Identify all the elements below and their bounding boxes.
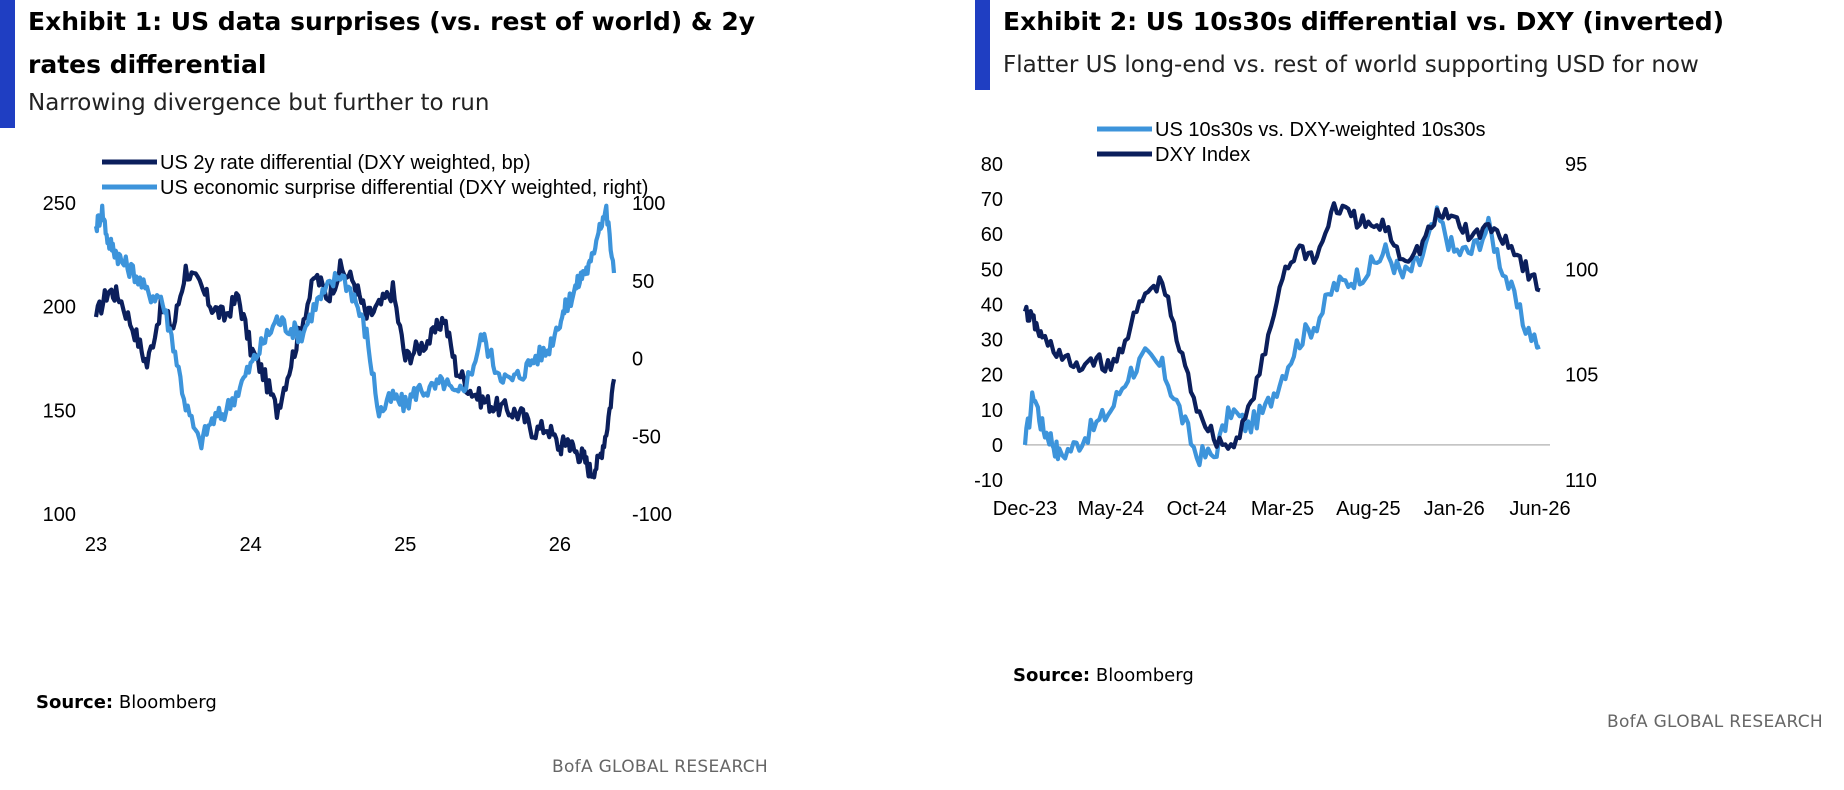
accent-bar bbox=[0, 0, 15, 128]
legend: US 2y rate differential (DXY weighted, b… bbox=[102, 152, 648, 199]
left-axis-tick-label: 250 bbox=[43, 193, 76, 215]
x-axis-tick-label: May-24 bbox=[1077, 498, 1144, 520]
axes: -10 0 10 20 30 40 50 60 70 80 95 100 105 110 Dec-23 May… bbox=[975, 154, 1598, 520]
legend-label: US economic surprise differential (DXY w… bbox=[160, 177, 648, 199]
source-label: Source: bbox=[36, 692, 114, 713]
brand-label: BofA GLOBAL RESEARCH bbox=[552, 757, 769, 777]
left-axis-tick-label: 200 bbox=[43, 297, 76, 319]
left-axis-tick-label: 80 bbox=[981, 154, 1003, 176]
x-axis-tick-label: 25 bbox=[394, 534, 416, 556]
source-note: Source: Bloomberg bbox=[1013, 665, 1194, 686]
chart-1: US 2y rate differential (DXY weighted, b… bbox=[43, 152, 672, 556]
series-line-1 bbox=[93, 258, 617, 480]
exhibit-title: Exhibit 1: US data surprises (vs. rest o… bbox=[28, 7, 756, 79]
right-axis-tick-label: 100 bbox=[632, 193, 665, 215]
x-axis-tick-label: 26 bbox=[549, 534, 571, 556]
left-axis-tick-label: 10 bbox=[981, 400, 1003, 422]
source-label: Source: bbox=[1013, 665, 1091, 686]
legend-label: DXY Index bbox=[1155, 144, 1250, 166]
series-line-2 bbox=[1022, 201, 1541, 451]
source-note: Source: Bloomberg bbox=[36, 692, 217, 713]
exhibit-subtitle: Narrowing divergence but further to run bbox=[28, 90, 490, 116]
left-axis-tick-label: 60 bbox=[981, 224, 1003, 246]
x-axis-tick-label: 23 bbox=[85, 534, 107, 556]
x-axis-tick-label: Dec-23 bbox=[993, 498, 1057, 520]
left-axis-tick-label: 70 bbox=[981, 189, 1003, 211]
x-axis-tick-label: Jan-26 bbox=[1424, 498, 1485, 520]
right-axis-tick-label: 50 bbox=[632, 271, 654, 293]
series-group bbox=[93, 203, 617, 480]
left-axis-tick-label: 30 bbox=[981, 330, 1003, 352]
legend-label: US 2y rate differential (DXY weighted, b… bbox=[160, 152, 531, 174]
right-axis-tick-label: 100 bbox=[1565, 259, 1598, 281]
right-axis-tick-label: 0 bbox=[632, 349, 643, 371]
left-axis-tick-label: -10 bbox=[975, 470, 1003, 492]
legend: US 10s30s vs. DXY-weighted 10s30s DXY Ind… bbox=[1097, 119, 1486, 166]
right-axis-tick-label: -100 bbox=[632, 504, 672, 526]
exhibit-title: Exhibit 2: US 10s30s differential vs. DX… bbox=[1003, 7, 1725, 36]
left-axis-tick-label: 50 bbox=[981, 259, 1003, 281]
exhibit-subtitle: Flatter US long-end vs. rest of world su… bbox=[1003, 52, 1699, 78]
exhibit-2: Exhibit 2: US 10s30s differential vs. DX… bbox=[975, 0, 1844, 772]
x-axis-tick-label: Mar-25 bbox=[1251, 498, 1314, 520]
right-axis-tick-label: 110 bbox=[1565, 470, 1597, 492]
x-axis-tick-label: Aug-25 bbox=[1336, 498, 1401, 520]
source-text: Bloomberg bbox=[118, 692, 217, 713]
legend-label: US 10s30s vs. DXY-weighted 10s30s bbox=[1155, 119, 1486, 141]
axes: 100 150 200 250 -100 -50 0 50 100 23 24 25 26 bbox=[43, 193, 672, 556]
right-axis-tick-label: 105 bbox=[1565, 365, 1598, 387]
exhibit-1: Exhibit 1: US data surprises (vs. rest o… bbox=[0, 0, 900, 777]
right-axis-tick-label: -50 bbox=[632, 426, 661, 448]
left-axis-tick-label: 150 bbox=[43, 400, 76, 422]
right-axis-tick-label: 95 bbox=[1565, 154, 1587, 176]
left-axis-tick-label: 0 bbox=[992, 435, 1003, 457]
left-axis-tick-label: 40 bbox=[981, 294, 1003, 316]
series-group bbox=[1022, 201, 1541, 468]
left-axis-tick-label: 20 bbox=[981, 365, 1003, 387]
source-text: Bloomberg bbox=[1095, 665, 1194, 686]
series-line-2 bbox=[93, 203, 617, 451]
brand-label: BofA GLOBAL RESEARCH bbox=[1607, 712, 1824, 732]
left-axis-tick-label: 100 bbox=[43, 504, 76, 526]
x-axis-tick-label: Oct-24 bbox=[1167, 498, 1227, 520]
x-axis-tick-label: 24 bbox=[240, 534, 262, 556]
accent-bar bbox=[975, 0, 990, 90]
series-line-1 bbox=[1022, 205, 1541, 468]
x-axis-tick-label: Jun-26 bbox=[1509, 498, 1570, 520]
chart-2: US 10s30s vs. DXY-weighted 10s30s DXY Ind… bbox=[975, 119, 1598, 520]
